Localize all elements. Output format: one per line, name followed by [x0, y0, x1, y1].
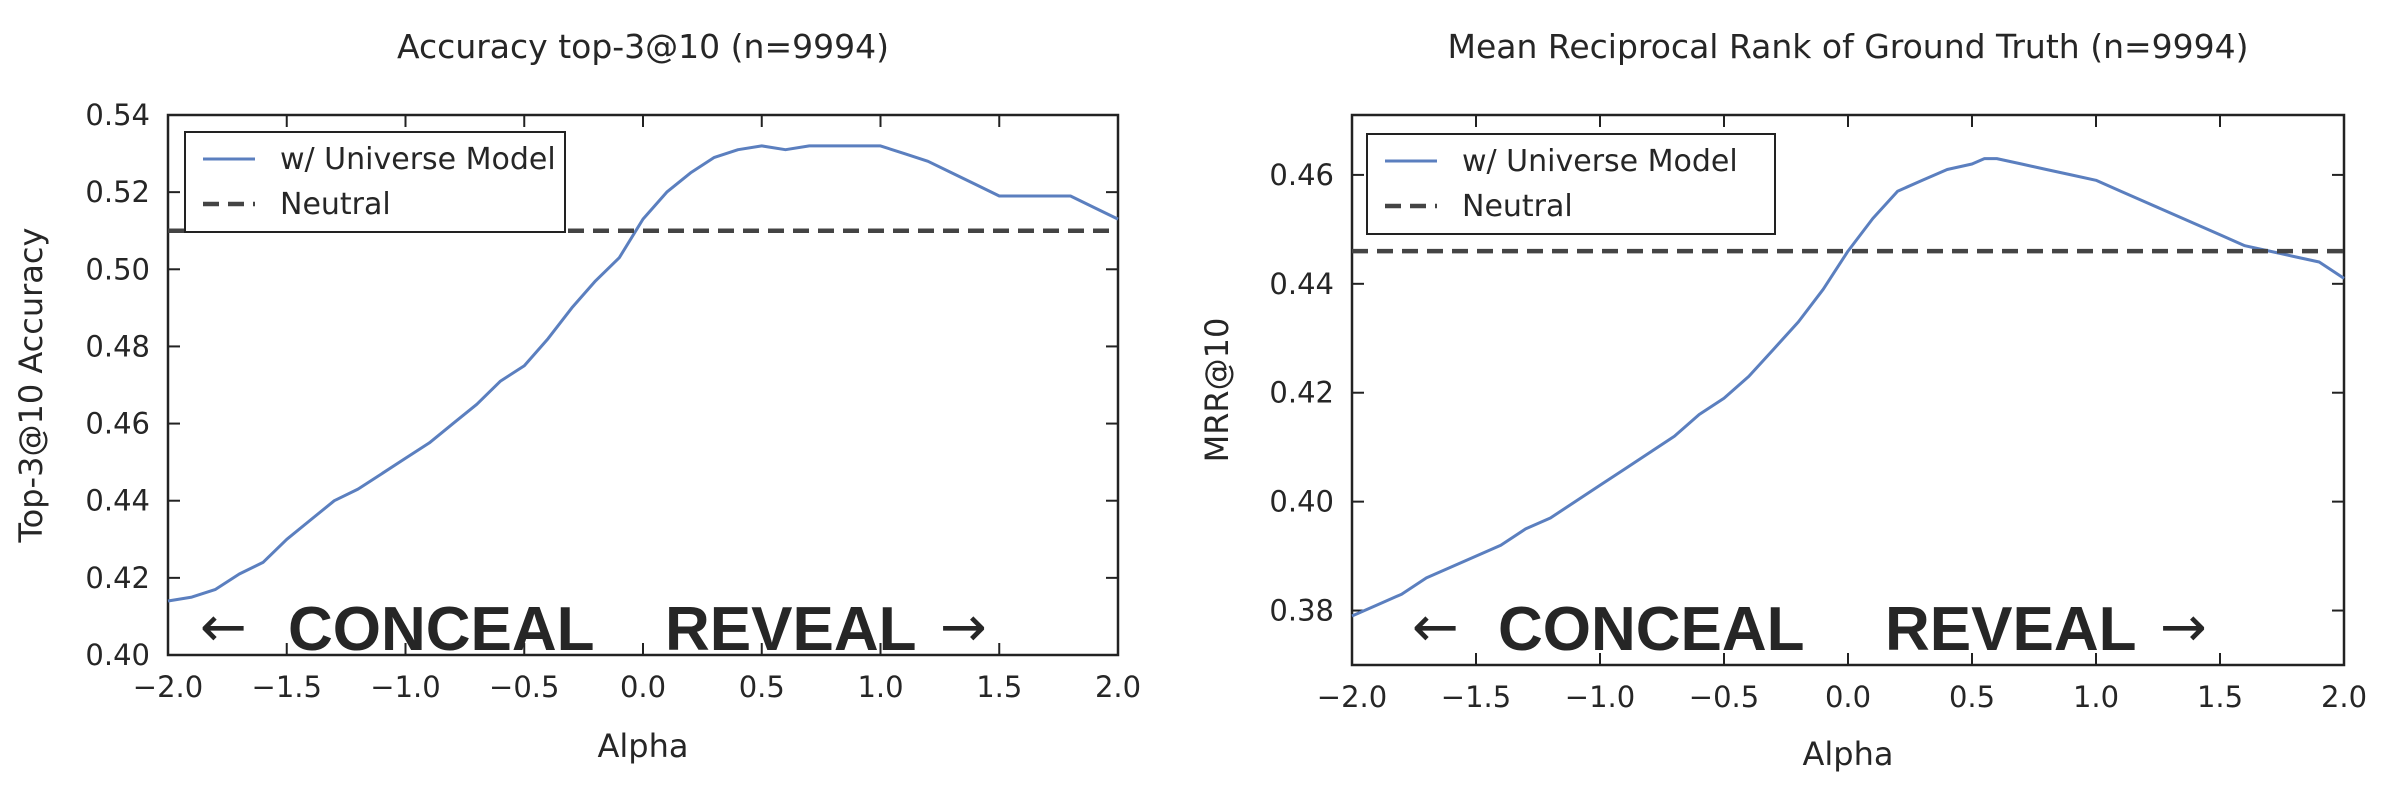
x-tick-label: −2.0	[1317, 680, 1387, 714]
legend-label: Neutral	[1462, 189, 1573, 224]
chart-panel-1: Accuracy top-3@10 (n=9994) −2.0 −1.5 −1.0 −0…	[12, 27, 1141, 765]
legend-label: Neutral	[280, 187, 391, 222]
legend-label: w/ Universe Model	[280, 142, 556, 177]
legend-label: w/ Universe Model	[1462, 144, 1738, 179]
y-tick-label: 0.46	[1269, 158, 1334, 192]
x-tick-label: −0.5	[489, 670, 559, 704]
x-tick-label: −1.0	[370, 670, 440, 704]
x-tick-label: 0.5	[739, 670, 785, 704]
y-tick-label: 0.46	[85, 407, 150, 441]
y-tick-label: 0.54	[85, 98, 150, 132]
y-tick-label: 0.48	[85, 329, 150, 363]
chart-title: Mean Reciprocal Rank of Ground Truth (n=…	[1447, 27, 2248, 66]
x-tick-label: 2.0	[1095, 670, 1141, 704]
y-tick-label: 0.42	[1269, 376, 1334, 410]
y-tick-label: 0.38	[1269, 594, 1334, 628]
legend-box	[184, 131, 566, 233]
x-tick-label: 2.0	[2321, 680, 2367, 714]
y-axis-label: MRR@10	[1198, 318, 1236, 463]
x-tick-label: −2.0	[133, 670, 203, 704]
universe-model-line	[167, 144, 1119, 603]
x-tick-label: −0.5	[1689, 680, 1759, 714]
x-tick-label: 0.5	[1949, 680, 1995, 714]
conceal-label: CONCEAL	[1498, 595, 1805, 664]
x-tick-label: −1.0	[1565, 680, 1635, 714]
y-axis-label: Top-3@10 Accuracy	[12, 228, 50, 544]
chart-panel-2: Mean Reciprocal Rank of Ground Truth (n=…	[1198, 27, 2367, 773]
conceal-arrow: ←	[200, 595, 247, 660]
y-tick-label: 0.42	[85, 561, 150, 595]
x-tick-label: 1.0	[857, 670, 903, 704]
reveal-arrow: →	[2160, 595, 2207, 660]
x-tick-label: −1.5	[252, 670, 322, 704]
reveal-label: REVEAL	[1885, 595, 2136, 664]
conceal-arrow: ←	[1412, 595, 1459, 660]
legend-box	[1366, 133, 1776, 235]
x-tick-label: 1.0	[2073, 680, 2119, 714]
y-tick-label: 0.44	[85, 484, 150, 518]
x-tick-label: 0.0	[620, 670, 666, 704]
reveal-arrow: →	[940, 595, 987, 660]
x-tick-label: 1.5	[2197, 680, 2243, 714]
reveal-label: REVEAL	[665, 595, 916, 664]
x-tick-label: 0.0	[1825, 680, 1871, 714]
x-axis-label: Alpha	[1803, 735, 1894, 773]
y-tick-label: 0.40	[85, 638, 150, 672]
y-tick-label: 0.52	[85, 175, 150, 209]
x-tick-label: −1.5	[1441, 680, 1511, 714]
chart-title: Accuracy top-3@10 (n=9994)	[397, 27, 889, 66]
x-tick-label: 1.5	[976, 670, 1022, 704]
conceal-label: CONCEAL	[288, 595, 595, 664]
y-tick-label: 0.50	[85, 252, 150, 286]
y-tick-label: 0.44	[1269, 267, 1334, 301]
y-tick-label: 0.40	[1269, 485, 1334, 519]
universe-model-line	[1351, 157, 2345, 618]
x-axis-label: Alpha	[598, 727, 689, 765]
